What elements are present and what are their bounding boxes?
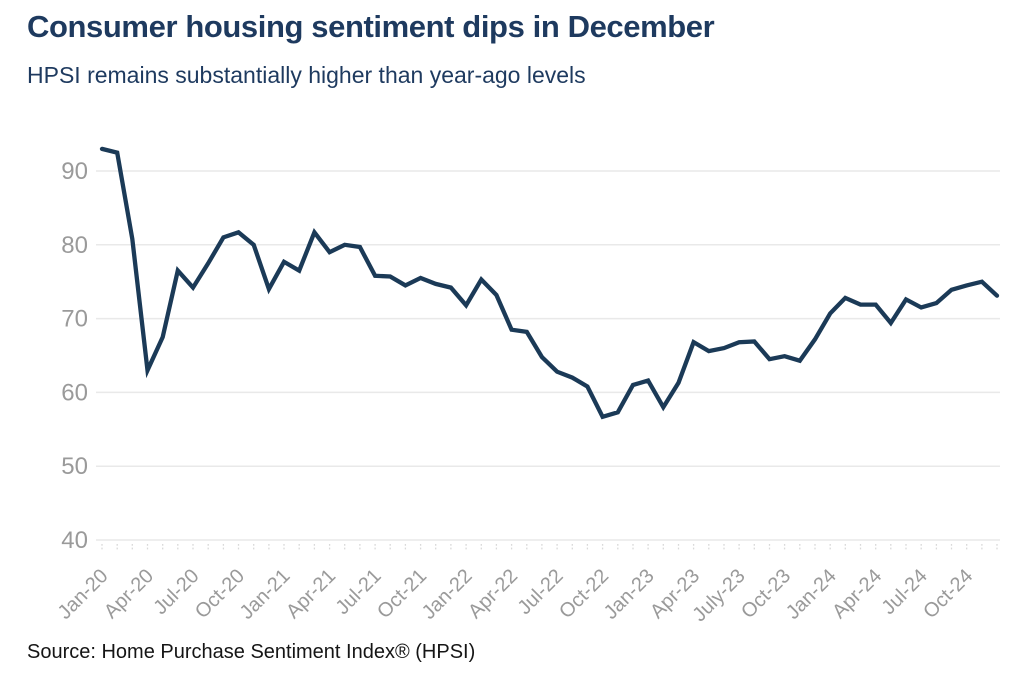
x-tick-label: Oct-21 [373,565,431,623]
x-tick-label: Apr-22 [464,565,522,623]
x-tick-label: Apr-21 [282,565,340,623]
x-tick-label: Jan-20 [54,565,113,624]
x-tick-label: Jan-23 [600,565,659,624]
chart-subtitle: HPSI remains substantially higher than y… [27,62,586,88]
x-tick-label: Apr-20 [100,565,158,623]
x-tick-label: Jan-22 [418,565,477,624]
y-tick-label: 90 [61,158,88,185]
hpsi-line [99,146,1000,420]
y-tick-label: 70 [61,306,88,333]
x-tick-label: Jan-21 [236,565,295,624]
x-tick-label: Jan-24 [782,565,841,624]
x-tick-label: Oct-20 [191,565,249,623]
y-tick-label: 60 [61,379,88,406]
x-tick-label: Oct-22 [555,565,613,623]
x-tick-label: Apr-24 [828,565,886,623]
x-tick-label: Oct-24 [919,565,977,623]
y-tick-label: 40 [61,527,88,554]
chart-title: Consumer housing sentiment dips in Decem… [27,9,715,44]
y-tick-label: 50 [61,453,88,480]
source-note: Source: Home Purchase Sentiment Index® (… [27,641,476,663]
y-tick-label: 80 [61,232,88,259]
x-tick-label: Oct-23 [737,565,795,623]
